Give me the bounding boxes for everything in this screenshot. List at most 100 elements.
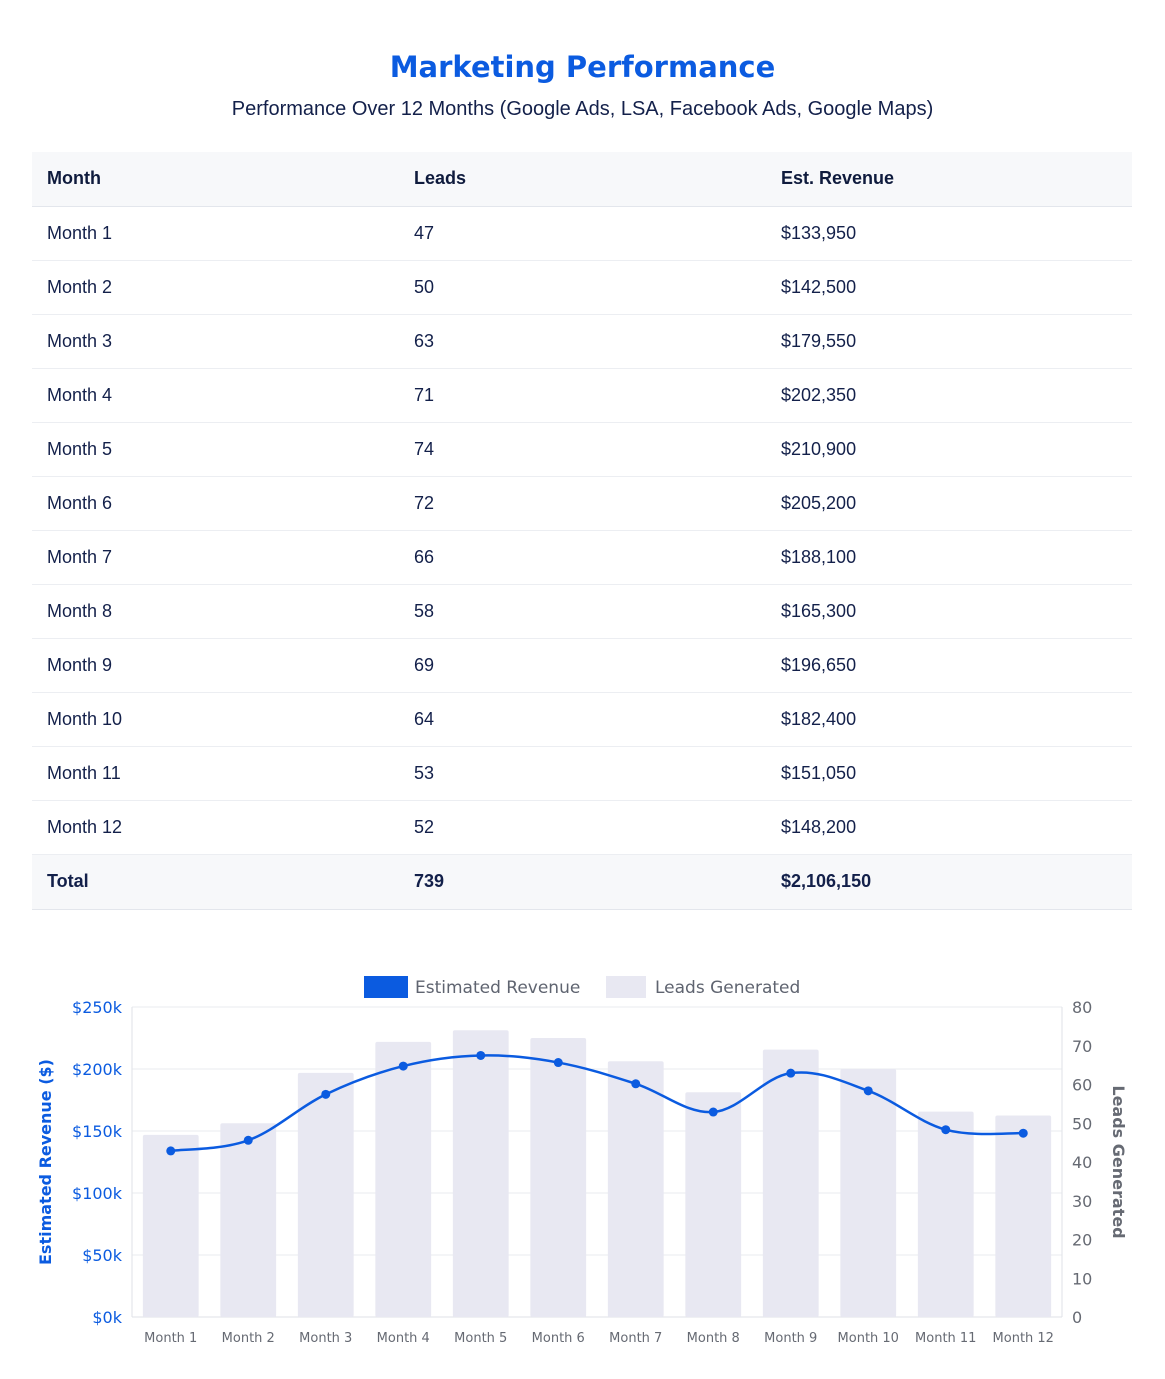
revenue-cell: $202,350 [766,368,1132,423]
left-tick-label: $200k [72,1060,123,1079]
month-cell: Month 7 [32,530,399,585]
column-header-revenue: Est. Revenue [766,152,1132,207]
x-tick-label: Month 3 [299,1331,352,1346]
leads-cell: 74 [399,422,766,477]
right-tick-label: 60 [1072,1076,1092,1095]
revenue-point [1018,1128,1028,1138]
leads-bar [297,1072,354,1317]
total-leads-cell: 739 [399,853,766,910]
month-cell: Month 9 [32,638,399,693]
revenue-cell: $210,900 [766,422,1132,477]
revenue-line [170,1054,1024,1153]
right-axis-title: Leads Generated [1109,1085,1128,1238]
x-tick-label: Month 9 [764,1331,817,1346]
right-tick-label: 50 [1072,1114,1092,1133]
leads-bar [762,1049,819,1317]
table-row: Month 10 64 $182,400 [32,692,1132,747]
marketing-chart: $0k $50k $100k $150k $200k $250k 0 10 20 30 40 50 60… [36,976,1128,1346]
x-tick-label: Month 11 [915,1331,976,1346]
revenue-point [166,1146,176,1156]
leads-cell: 47 [399,206,766,261]
leads-cell: 52 [399,800,766,855]
legend-swatch-leads [606,976,646,998]
month-cell: Month 5 [32,422,399,477]
revenue-cell: $196,650 [766,638,1132,693]
left-tick-label: $0k [92,1308,122,1327]
x-tick-label: Month 5 [454,1331,507,1346]
page-subtitle: Performance Over 12 Months (Google Ads, … [231,98,934,120]
performance-table: Month Leads Est. Revenue Month 1 47 $133,9… [32,152,1132,910]
revenue-point [863,1086,873,1096]
table-header-row: Month Leads Est. Revenue [32,152,1132,207]
x-tick-label: Month 6 [532,1331,585,1346]
month-cell: Month 3 [32,314,399,369]
table-row: Month 6 72 $205,200 [32,476,1132,531]
table-row: Month 3 63 $179,550 [32,314,1132,369]
month-cell: Month 10 [32,692,399,747]
total-revenue-cell: $2,106,150 [766,853,1132,910]
revenue-cell: $133,950 [766,206,1132,261]
table-total-row: Total 739 $2,106,150 [32,853,1132,910]
revenue-cell: $182,400 [766,692,1132,747]
leads-bar [220,1123,277,1317]
leads-bar [995,1115,1052,1317]
table-row: Month 5 74 $210,900 [32,422,1132,477]
right-tick-label: 30 [1072,1192,1092,1211]
month-cell: Month 6 [32,476,399,531]
x-tick-label: Month 4 [377,1331,430,1346]
table-row: Month 2 50 $142,500 [32,260,1132,315]
table-row: Month 12 52 $148,200 [32,800,1132,855]
leads-bar [375,1041,432,1317]
table-row: Month 9 69 $196,650 [32,638,1132,693]
table-row: Month 8 58 $165,300 [32,584,1132,639]
revenue-point [708,1107,718,1117]
revenue-point [476,1050,486,1060]
revenue-point [553,1058,563,1068]
leads-cell: 50 [399,260,766,315]
leads-bar [840,1069,897,1317]
revenue-cell: $142,500 [766,260,1132,315]
leads-cell: 69 [399,638,766,693]
left-tick-label: $250k [72,998,123,1017]
leads-bar [142,1134,199,1317]
page-title: Marketing Performance [389,50,776,84]
revenue-point [941,1125,951,1135]
leads-bar [917,1111,974,1317]
table-row: Month 7 66 $188,100 [32,530,1132,585]
revenue-point [321,1089,331,1099]
month-cell: Month 2 [32,260,399,315]
x-tick-label: Month 12 [993,1331,1054,1346]
total-label-cell: Total [32,853,399,910]
revenue-point [631,1079,641,1089]
leads-cell: 53 [399,746,766,801]
revenue-cell: $148,200 [766,800,1132,855]
month-cell: Month 1 [32,206,399,261]
revenue-cell: $188,100 [766,530,1132,585]
month-cell: Month 11 [32,746,399,801]
x-tick-label: Month 2 [222,1331,275,1346]
leads-bar [607,1061,664,1317]
x-tick-label: Month 7 [609,1331,662,1346]
revenue-point [243,1135,253,1145]
leads-cell: 71 [399,368,766,423]
leads-cell: 63 [399,314,766,369]
left-tick-label: $50k [82,1246,123,1265]
legend-label-revenue: Estimated Revenue [415,978,580,998]
table-row: Month 1 47 $133,950 [32,206,1132,261]
x-tick-label: Month 10 [838,1331,899,1346]
leads-cell: 58 [399,584,766,639]
leads-cell: 64 [399,692,766,747]
right-tick-label: 20 [1072,1231,1092,1250]
x-tick-label: Month 1 [144,1331,197,1346]
left-axis-title: Estimated Revenue ($) [36,1059,55,1265]
leads-cell: 72 [399,476,766,531]
left-tick-label: $150k [72,1122,123,1141]
leads-bar [530,1038,587,1317]
revenue-cell: $179,550 [766,314,1132,369]
leads-bar [452,1030,509,1317]
revenue-cell: $151,050 [766,746,1132,801]
right-tick-label: 0 [1072,1308,1082,1327]
leads-cell: 66 [399,530,766,585]
column-header-leads: Leads [399,152,766,207]
revenue-cell: $205,200 [766,476,1132,531]
